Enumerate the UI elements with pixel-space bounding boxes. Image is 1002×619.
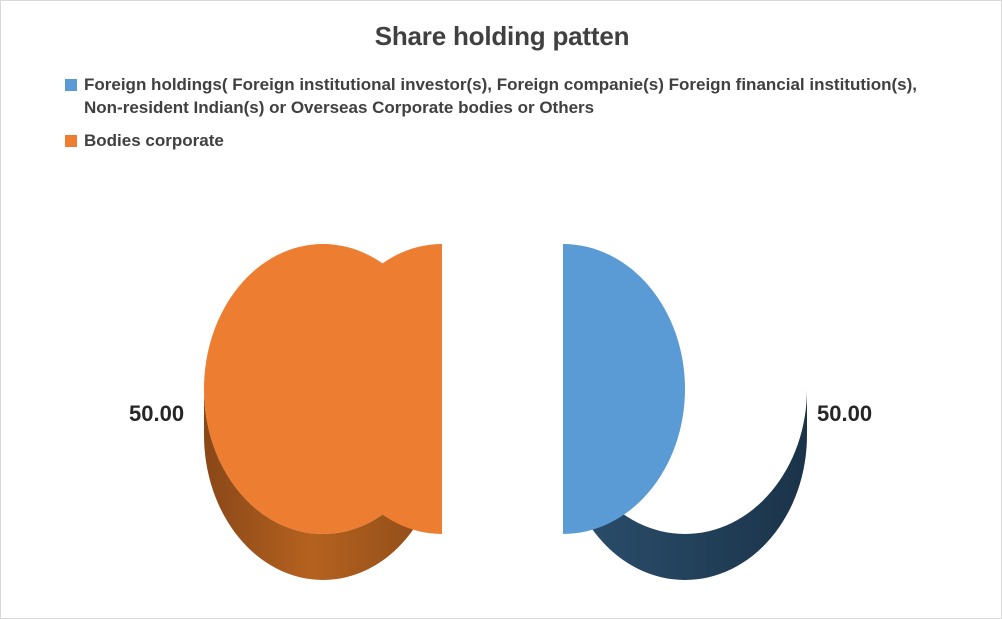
- pie-slice-foreign-holdings-side: [563, 389, 807, 580]
- pie-slice-foreign-holdings[interactable]: [563, 244, 807, 580]
- legend-item-foreign-holdings[interactable]: Foreign holdings( Foreign institutional …: [65, 73, 965, 119]
- pie-slice-bodies-corporate[interactable]: [204, 244, 442, 580]
- legend-swatch-blue-icon: [65, 79, 77, 91]
- pie-slice-bodies-corporate-side: [204, 389, 442, 580]
- pie-slice-bodies-corporate-top: [323, 244, 442, 534]
- legend-label-foreign-holdings: Foreign holdings( Foreign institutional …: [84, 75, 918, 117]
- legend-swatch-orange-icon: [65, 135, 77, 147]
- chart-legend: Foreign holdings( Foreign institutional …: [65, 73, 965, 162]
- page-title: Share holding patten: [374, 21, 630, 51]
- data-label-foreign-holdings: 50.00: [817, 401, 873, 426]
- pie-slice-foreign-holdings-top: [563, 244, 685, 534]
- data-label-bodies-corporate: 50.00: [129, 401, 185, 426]
- legend-label-bodies-corporate: Bodies corporate: [84, 131, 224, 150]
- legend-item-bodies-corporate[interactable]: Bodies corporate: [65, 129, 965, 152]
